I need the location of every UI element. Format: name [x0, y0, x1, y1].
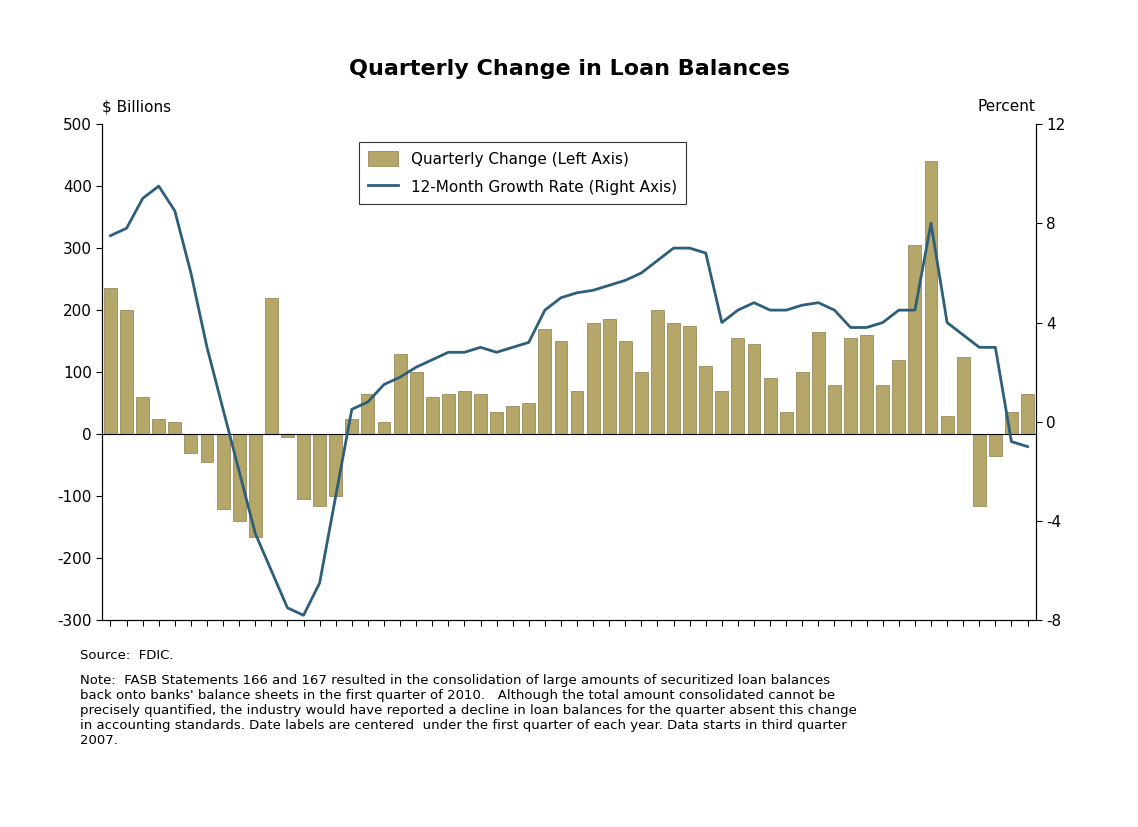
Bar [941, 415, 954, 434]
Bar [104, 289, 117, 434]
Bar [860, 335, 873, 434]
Bar [506, 406, 519, 434]
Bar [635, 372, 648, 434]
Bar [1021, 394, 1034, 434]
Title: Quarterly Change in Loan Balances: Quarterly Change in Loan Balances [348, 60, 790, 79]
Bar [522, 404, 535, 434]
Bar [345, 418, 358, 434]
Bar [651, 310, 663, 434]
Legend: Quarterly Change (Left Axis), 12-Month Growth Rate (Right Axis): Quarterly Change (Left Axis), 12-Month G… [358, 141, 686, 204]
Bar [152, 418, 165, 434]
Bar [780, 413, 793, 434]
Bar [924, 161, 938, 434]
Bar [249, 434, 262, 537]
Bar [732, 338, 744, 434]
Bar [1005, 413, 1017, 434]
Bar [184, 434, 197, 453]
Bar [554, 342, 568, 434]
Bar [795, 372, 809, 434]
Bar [426, 397, 438, 434]
Bar [538, 329, 551, 434]
Bar [876, 385, 889, 434]
Bar [844, 338, 857, 434]
Bar [281, 434, 294, 437]
Bar [475, 394, 487, 434]
Bar [683, 326, 696, 434]
Text: Source:  FDIC.: Source: FDIC. [80, 649, 173, 662]
Bar [168, 422, 181, 434]
Text: $ Billions: $ Billions [102, 99, 172, 114]
Bar [828, 385, 841, 434]
Bar [587, 323, 600, 434]
Bar [764, 379, 776, 434]
Bar [892, 360, 905, 434]
Bar [457, 391, 471, 434]
Bar [811, 332, 825, 434]
Text: Note:  FASB Statements 166 and 167 resulted in the consolidation of large amount: Note: FASB Statements 166 and 167 result… [80, 674, 857, 747]
Bar [748, 344, 760, 434]
Bar [716, 391, 728, 434]
Bar [297, 434, 310, 500]
Bar [121, 310, 133, 434]
Bar [394, 354, 406, 434]
Bar [908, 245, 922, 434]
Bar [313, 434, 327, 505]
Bar [700, 366, 712, 434]
Bar [570, 391, 584, 434]
Bar [490, 413, 503, 434]
Bar [603, 319, 616, 434]
Bar [442, 394, 455, 434]
Bar [973, 434, 986, 505]
Bar [200, 434, 214, 462]
Bar [410, 372, 422, 434]
Bar [362, 394, 374, 434]
Bar [233, 434, 246, 521]
Bar [265, 298, 278, 434]
Bar [619, 342, 632, 434]
Bar [667, 323, 681, 434]
Bar [378, 422, 390, 434]
Bar [957, 356, 970, 434]
Text: Percent: Percent [978, 99, 1036, 114]
Bar [216, 434, 230, 509]
Bar [329, 434, 343, 496]
Bar [137, 397, 149, 434]
Bar [989, 434, 1001, 456]
